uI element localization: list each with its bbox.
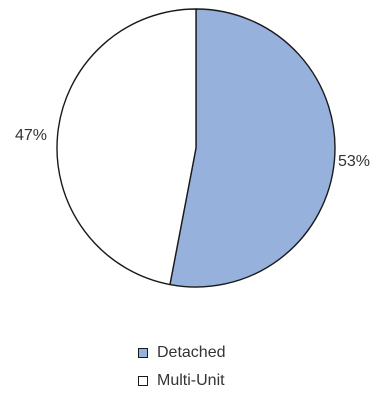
legend-item-detached: Detached: [138, 342, 338, 364]
pie-label-multi-unit: 47%: [15, 127, 47, 144]
pie-slice-multi-unit: [56, 8, 197, 286]
chart-legend: Detached Multi-Unit: [138, 342, 338, 398]
legend-label-multi-unit: Multi-Unit: [157, 372, 225, 389]
pie-slices: [56, 8, 336, 288]
legend-swatch-detached: [138, 348, 148, 358]
pie-label-detached: 53%: [338, 153, 370, 170]
pie-slice-labels: 53% 47%: [15, 127, 370, 170]
legend-item-multi-unit: Multi-Unit: [138, 370, 338, 392]
legend-label-detached: Detached: [157, 344, 226, 361]
pie-slice-detached: [169, 8, 336, 288]
legend-swatch-multi-unit: [138, 376, 148, 386]
